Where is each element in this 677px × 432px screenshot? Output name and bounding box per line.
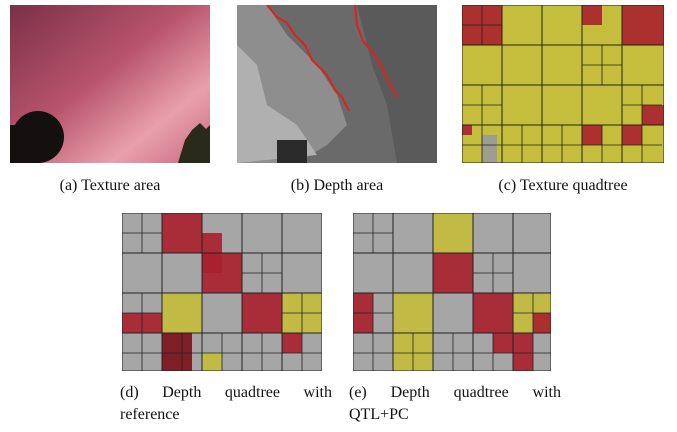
- block: [622, 125, 642, 145]
- block: [433, 213, 473, 253]
- page: (a) Texture area (b) Depth area (c) Text…: [0, 0, 677, 432]
- block: [462, 125, 472, 135]
- block: [513, 353, 533, 371]
- block: [393, 293, 433, 333]
- block: [582, 125, 602, 145]
- block: [282, 333, 302, 353]
- block: [473, 293, 513, 333]
- texture-image: [10, 5, 210, 163]
- depth-quadtree-qtlpc-image: [353, 213, 551, 371]
- block: [533, 313, 551, 333]
- texture-quadtree-image: [462, 5, 664, 163]
- block: [482, 135, 497, 163]
- block: [202, 253, 242, 293]
- caption: (b) Depth area: [237, 175, 437, 197]
- block: [162, 333, 192, 371]
- block: [202, 353, 222, 371]
- caption: (a) Texture area: [10, 175, 210, 197]
- caption: (c) Texture quadtree: [460, 175, 666, 197]
- block: [622, 5, 664, 45]
- block: [433, 253, 473, 293]
- block: [642, 105, 664, 125]
- depth-image: [237, 5, 437, 163]
- block: [582, 5, 602, 25]
- block: [162, 213, 202, 253]
- caption: (d) Depth quadtree with reference: [120, 382, 332, 426]
- depth-quadtree-reference-image: [122, 213, 322, 371]
- block: [162, 293, 202, 333]
- caption: (e) Depth quadtree with QTL+PC: [349, 382, 561, 426]
- block: [242, 293, 282, 333]
